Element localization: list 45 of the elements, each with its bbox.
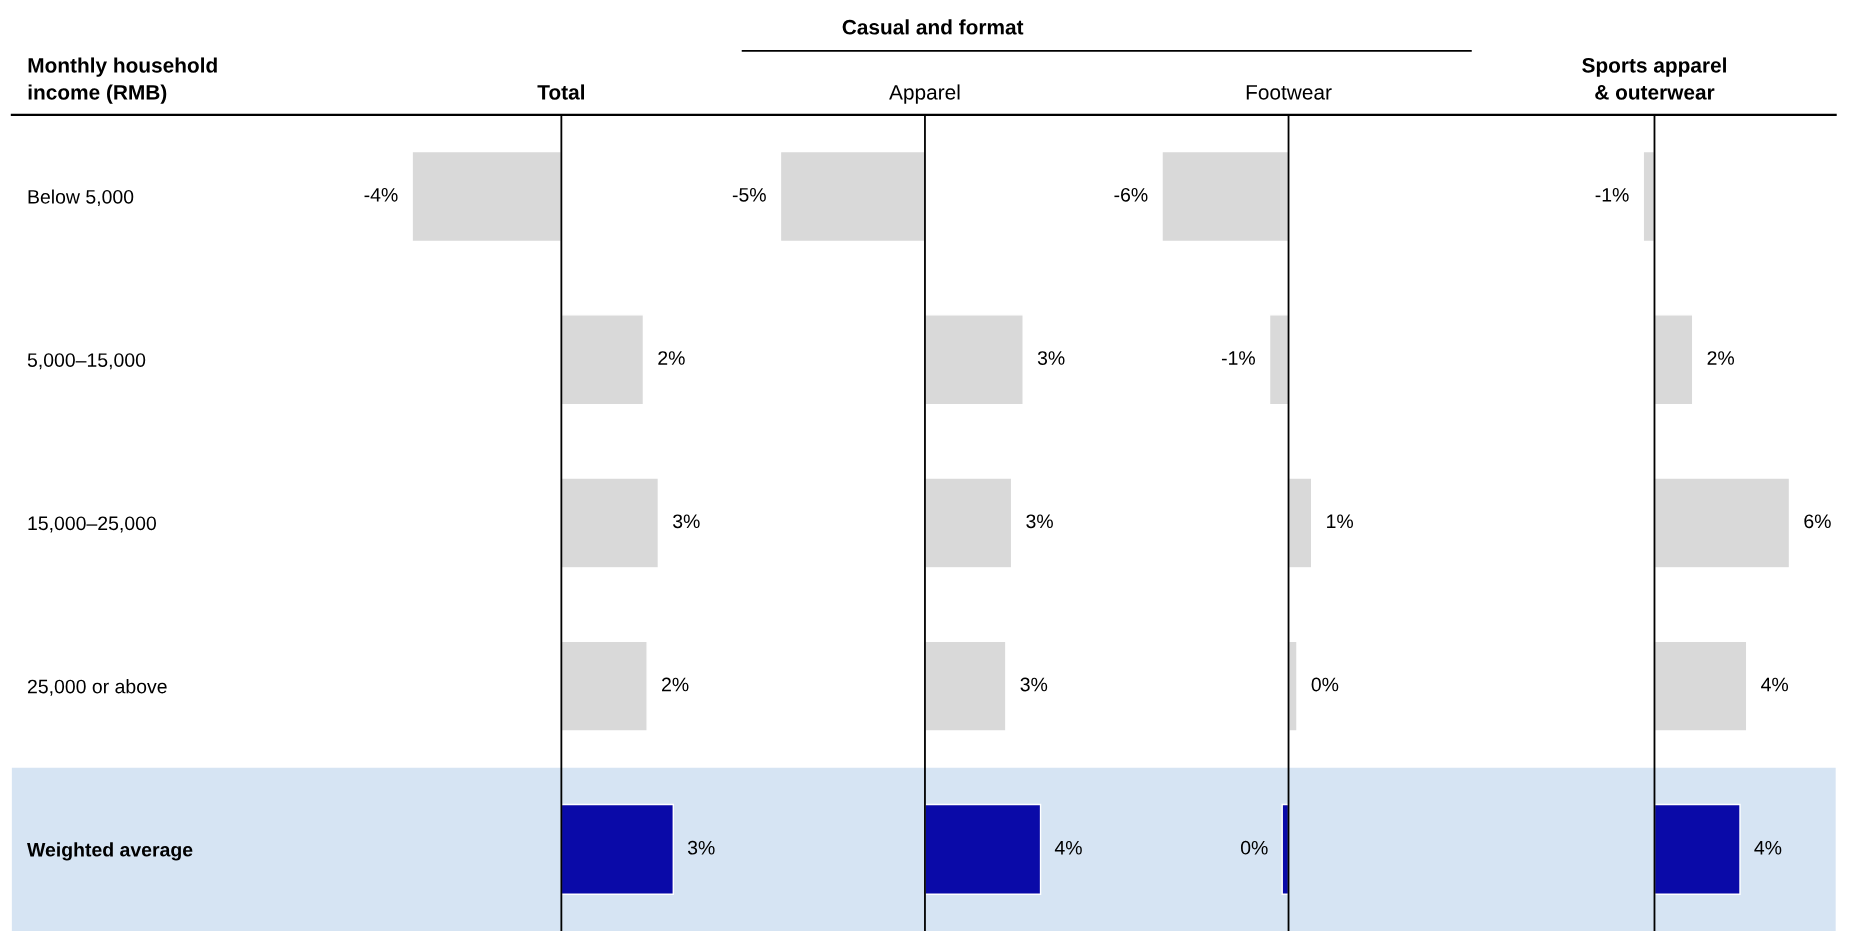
data-label: -1% [1221,351,1255,365]
bar [560,477,660,569]
bar [560,803,674,895]
data-label: -5% [732,188,766,202]
data-label: 0% [1240,840,1268,855]
text: Casual and format [842,19,1024,35]
bar [924,314,1024,406]
data-label: 3% [672,514,700,529]
bar [1653,803,1741,895]
bar [779,150,926,243]
data-label: 0% [1311,677,1339,692]
data-label: 2% [658,351,685,365]
bar [924,803,1042,895]
data-label: -6% [1114,187,1148,202]
data-label: 3% [1026,514,1053,529]
y-tick-label: 15,000–25,000 [28,516,156,533]
y-axis-title: Monthly household income (RMB) [28,57,217,104]
bar [560,640,648,732]
data-label: 3% [1020,677,1048,692]
data-label: 3% [687,840,715,855]
data-label: 6% [1804,514,1831,529]
data-label: -1% [1595,188,1629,202]
y-tick-label: 25,000 or above [27,679,167,696]
chart-title: Footwear [1246,85,1332,100]
y-tick-label: 5,000–15,000 [27,353,146,370]
chart-title: Sports apparel & outerwear [1582,57,1726,100]
data-label: -4% [364,188,398,202]
bar [560,314,645,406]
chart-title: Total [537,84,584,100]
data-label: 2% [1707,351,1735,365]
y-tick-label: Weighted average [27,842,193,861]
data-label: 1% [1327,514,1354,529]
data-label: 3% [1037,351,1065,365]
bar [924,640,1007,732]
y-tick-label: Below 5,000 [28,189,134,207]
bar [411,150,563,243]
bar [924,477,1013,569]
data-label: 2% [662,677,689,692]
bar [1653,640,1748,732]
data-label: 4% [1054,840,1082,855]
chart-title: Apparel [889,84,960,104]
data-label: 4% [1754,840,1782,855]
bar [1653,314,1694,406]
data-label: 4% [1761,677,1789,692]
bar [1653,477,1791,569]
